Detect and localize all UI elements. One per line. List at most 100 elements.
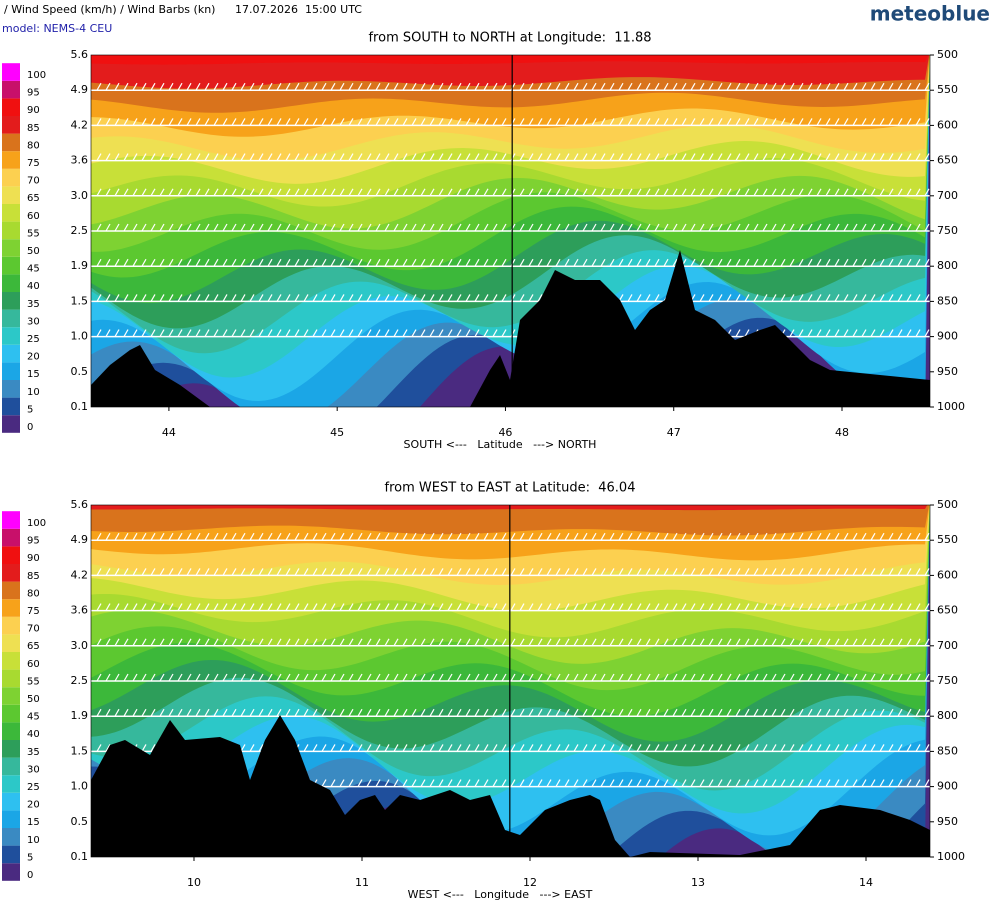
wind-barb (834, 153, 840, 161)
wind-barb (393, 258, 399, 267)
wind-barb (465, 708, 471, 717)
wind-barb (447, 188, 453, 197)
wind-barb (474, 258, 480, 267)
wind-barb (555, 603, 561, 611)
wind-barb (402, 118, 408, 126)
wind-barb (726, 532, 732, 541)
wind-barb (474, 82, 480, 91)
wind-barb (762, 673, 768, 682)
wind-barb (753, 603, 759, 611)
wind-barb (465, 153, 471, 161)
wind-barb (321, 638, 327, 647)
colorbar-box (2, 80, 20, 99)
wind-barb (654, 258, 660, 267)
wind-barb (114, 82, 120, 91)
wind-barb (699, 744, 705, 752)
wind-barb (411, 82, 417, 91)
wind-barb (114, 568, 120, 576)
wind-barb (789, 223, 795, 232)
wind-barb (609, 568, 615, 576)
wind-barb (600, 638, 606, 647)
wind-barb (708, 532, 714, 541)
colorbar-box (2, 309, 20, 328)
wind-barb (276, 153, 282, 161)
wind-barb (861, 153, 867, 161)
wind-barb (258, 638, 264, 647)
wind-barb (222, 603, 228, 611)
wind-barb (744, 673, 750, 682)
wind-barb (312, 294, 318, 302)
wind-barb (204, 82, 210, 91)
wind-barb (771, 568, 777, 576)
wind-barb (231, 329, 237, 337)
wind-barb (141, 118, 147, 126)
wind-barb (357, 744, 363, 752)
wind-barb (384, 294, 390, 302)
wind-barb (582, 82, 588, 91)
wind-barb (393, 568, 399, 576)
wind-barb (249, 708, 255, 717)
wind-barb (816, 708, 822, 717)
wind-barb (888, 153, 894, 161)
wind-barb (492, 153, 498, 161)
wind-barb (780, 638, 786, 647)
wind-barb (402, 258, 408, 267)
wind-barb (249, 153, 255, 161)
wind-barb (771, 779, 777, 787)
wind-barb (285, 294, 291, 302)
colorbar-label: 5 (27, 852, 33, 863)
wind-barb (726, 223, 732, 232)
wind-barb (330, 153, 336, 161)
wind-barb (627, 118, 633, 126)
wind-barb (807, 258, 813, 267)
wind-barb (654, 82, 660, 91)
wind-barb (897, 779, 903, 787)
wind-barb (555, 744, 561, 752)
wind-barb (456, 673, 462, 682)
wind-barb (213, 188, 219, 197)
wind-barb (465, 329, 471, 337)
wind-barb (429, 82, 435, 91)
wind-barb (897, 82, 903, 91)
wind-barb (690, 638, 696, 647)
wind-barb (258, 744, 264, 752)
wind-barb (411, 223, 417, 232)
wind-barb (726, 258, 732, 267)
wind-barb (123, 708, 129, 717)
wind-barb (537, 82, 543, 91)
x-tick-label: 47 (667, 426, 681, 439)
wind-barb (438, 603, 444, 611)
wind-barb (591, 223, 597, 232)
wind-barb (510, 638, 516, 647)
wind-barb (357, 223, 363, 232)
colorbar-label: 30 (27, 316, 40, 327)
wind-barb (384, 188, 390, 197)
wind-barb (141, 708, 147, 717)
wind-barb (690, 708, 696, 717)
wind-barb (249, 223, 255, 232)
wind-barb (195, 188, 201, 197)
wind-barb (564, 223, 570, 232)
wind-barb (249, 638, 255, 647)
wind-barb (600, 82, 606, 91)
wind-barb (834, 638, 840, 647)
wind-barb (618, 673, 624, 682)
wind-barb (681, 603, 687, 611)
wind-barb (339, 153, 345, 161)
wind-barb (906, 708, 912, 717)
wind-barb (672, 708, 678, 717)
wind-barb (717, 188, 723, 197)
wind-barb (627, 744, 633, 752)
wind-barb (186, 603, 192, 611)
wind-barb (834, 708, 840, 717)
wind-barb (267, 532, 273, 541)
altitude-label: 1.5 (71, 294, 89, 307)
wind-barb (393, 294, 399, 302)
wind-barb (870, 118, 876, 126)
wind-barb (537, 708, 543, 717)
wind-barb (447, 82, 453, 91)
wind-barb (618, 568, 624, 576)
wind-barb (879, 188, 885, 197)
wind-barb (816, 603, 822, 611)
